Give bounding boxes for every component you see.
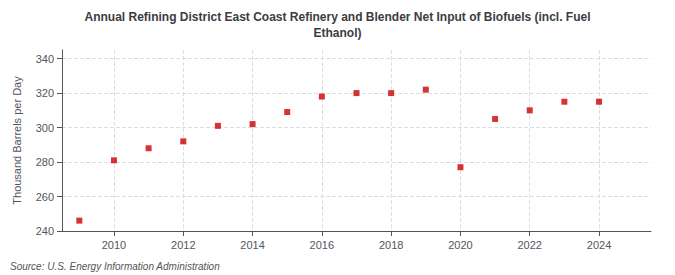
svg-text:2024: 2024: [587, 239, 611, 251]
svg-text:260: 260: [36, 191, 54, 203]
svg-text:Annual Refining District East: Annual Refining District East Coast Refi…: [84, 10, 590, 24]
svg-text:Thousand Barrels per Day: Thousand Barrels per Day: [11, 76, 23, 205]
svg-text:280: 280: [36, 156, 54, 168]
svg-text:Source: U.S. Energy Informatio: Source: U.S. Energy Information Administ…: [10, 261, 220, 272]
svg-text:2010: 2010: [102, 239, 126, 251]
svg-text:Ethanol): Ethanol): [314, 26, 362, 40]
svg-text:240: 240: [36, 225, 54, 237]
svg-text:2018: 2018: [379, 239, 403, 251]
svg-text:2016: 2016: [310, 239, 334, 251]
svg-text:340: 340: [36, 53, 54, 65]
svg-text:2014: 2014: [240, 239, 264, 251]
svg-text:320: 320: [36, 87, 54, 99]
svg-text:2020: 2020: [448, 239, 472, 251]
svg-text:2012: 2012: [171, 239, 195, 251]
svg-text:2022: 2022: [517, 239, 541, 251]
svg-text:300: 300: [36, 122, 54, 134]
